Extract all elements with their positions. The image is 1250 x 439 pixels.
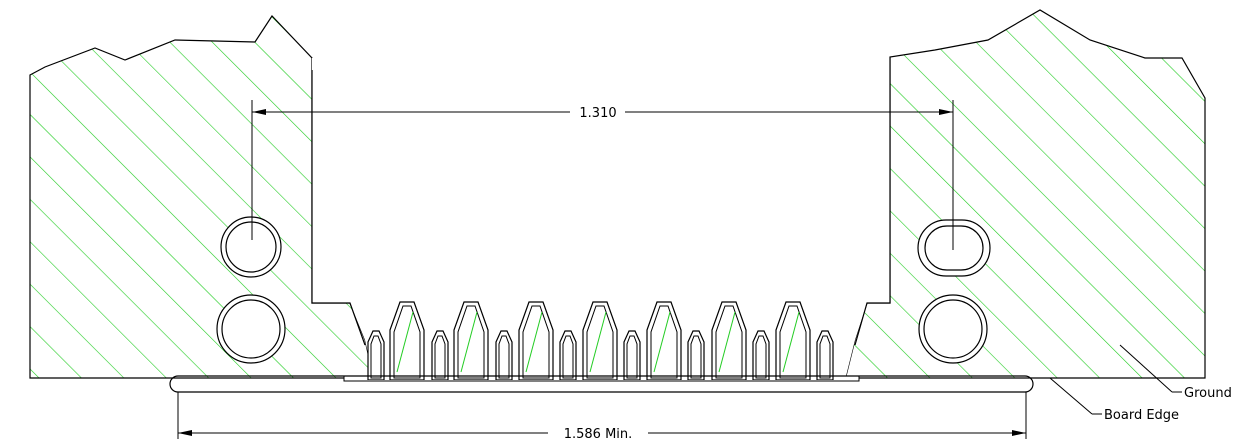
connector-finger-hatch-4 (589, 311, 607, 373)
edge-connector (343, 301, 860, 382)
connector-finger-large-inner-2 (457, 305, 485, 379)
ground-plane (29, 9, 1206, 381)
connector-finger-large-6 (711, 301, 747, 380)
callout-board-edge-label: Board Edge (1104, 408, 1179, 423)
connector-finger-small-8 (816, 330, 834, 380)
connector-finger-small-5 (623, 330, 641, 380)
connector-finger-hatch-2 (460, 311, 478, 373)
connector-finger-large-inner-1 (393, 305, 421, 379)
connector-finger-large-inner-4 (586, 305, 614, 379)
dimension-top-label: 1.310 (579, 106, 616, 121)
connector-finger-large-7 (775, 301, 811, 380)
connector-finger-hatch-5 (653, 311, 671, 373)
connector-finger-small-inner-3 (498, 335, 510, 379)
connector-finger-small-inner-4 (562, 335, 574, 379)
callout-board-edge: Board Edge (1049, 377, 1179, 423)
board-edge-outline (169, 375, 1034, 393)
mounting-hole-left-upper (220, 216, 282, 278)
connector-finger-small-inner-6 (690, 335, 702, 379)
connector-finger-small-inner-5 (626, 335, 638, 379)
connector-finger-hatch-7 (782, 311, 800, 373)
connector-finger-large-1 (389, 301, 425, 380)
mounting-holes (216, 216, 991, 364)
connector-finger-large-inner-7 (779, 305, 807, 379)
mounting-hole-left-lower (216, 294, 286, 364)
connector-finger-small-7 (752, 330, 770, 380)
dimension-bottom: 1.586 Min. (177, 392, 1027, 439)
connector-finger-large-3 (518, 301, 554, 380)
connector-finger-small-inner-1 (370, 335, 382, 379)
connector-finger-large-inner-5 (650, 305, 678, 379)
connector-finger-hatch-3 (525, 311, 543, 373)
connector-finger-small-3 (495, 330, 513, 380)
connector-finger-hatch-6 (718, 311, 736, 373)
connector-finger-small-1 (367, 330, 385, 380)
connector-finger-small-6 (687, 330, 705, 380)
connector-finger-small-4 (559, 330, 577, 380)
cutout-region (312, 57, 890, 380)
mounting-hole-right-upper (917, 219, 991, 277)
connector-finger-large-inner-6 (715, 305, 743, 379)
cutout-edge (311, 57, 891, 346)
connector-finger-small-inner-8 (819, 335, 831, 379)
connector-finger-hatch-1 (396, 311, 414, 373)
connector-finger-large-inner-3 (522, 305, 550, 379)
dimension-bottom-label: 1.586 Min. (564, 427, 633, 439)
connector-finger-small-inner-7 (755, 335, 767, 379)
mounting-hole-right-lower (918, 294, 988, 364)
connector-finger-large-2 (453, 301, 489, 380)
connector-finger-small-inner-2 (434, 335, 446, 379)
callout-ground: Ground (1119, 344, 1232, 401)
connector-fingers (367, 301, 834, 380)
connector-finger-small-2 (431, 330, 449, 380)
connector-finger-large-4 (582, 301, 618, 380)
connector-finger-large-5 (646, 301, 682, 380)
dimension-top: 1.310 (251, 100, 954, 250)
callout-ground-label: Ground (1184, 386, 1232, 401)
